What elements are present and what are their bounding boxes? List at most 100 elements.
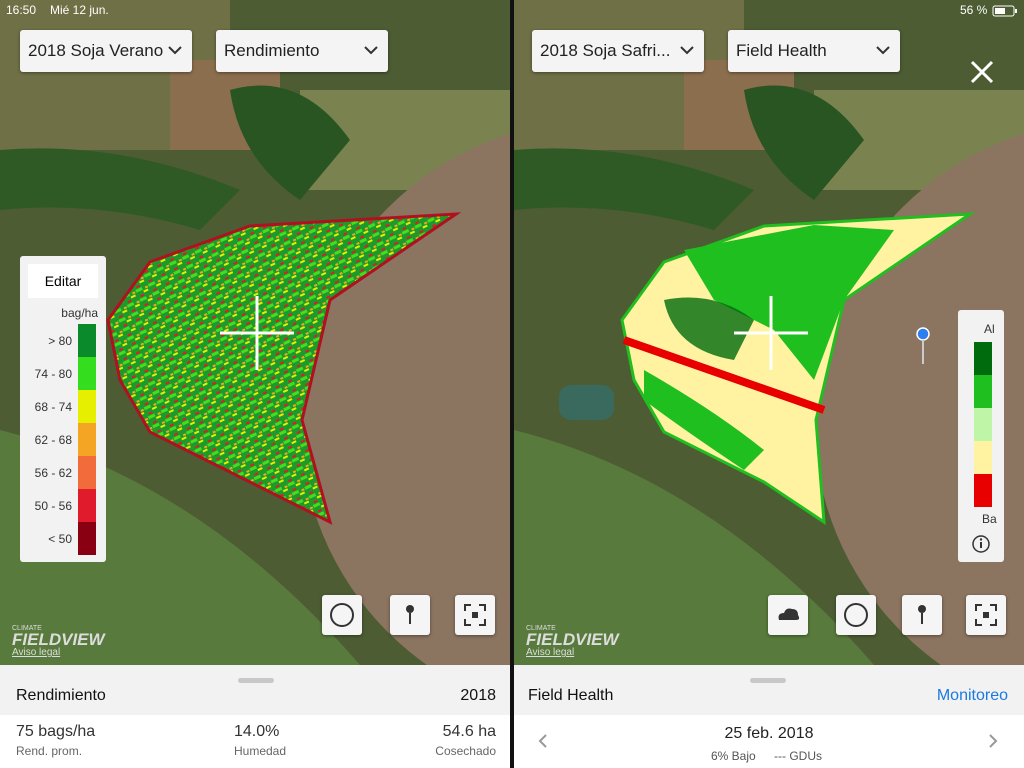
chevron	[680, 46, 694, 55]
legend-swatch	[78, 423, 96, 456]
lasso-button[interactable]	[836, 595, 876, 635]
legend-row: 74 - 80	[20, 357, 106, 390]
cloud-button[interactable]	[768, 595, 808, 635]
season-dropdown[interactable]: 2018 Soja Safri...	[532, 30, 704, 72]
legend-row: > 80	[20, 324, 106, 357]
brand-small: CLIMATE	[12, 625, 42, 632]
monitor-link[interactable]: Monitoreo	[936, 687, 1008, 704]
right-map	[514, 0, 1024, 665]
legend-bottom: Ba	[982, 512, 997, 526]
sheet-year: 2018	[460, 687, 496, 704]
chevron	[168, 46, 182, 55]
legend-swatch	[78, 522, 96, 555]
legend-row: 56 - 62	[20, 456, 106, 489]
divider	[510, 0, 514, 768]
chevron	[364, 46, 378, 55]
layer-label: Field Health	[736, 41, 827, 60]
info-button[interactable]	[971, 534, 991, 554]
layer-dropdown[interactable]: Field Health	[728, 30, 900, 72]
cloud-icon	[778, 608, 800, 620]
legend-swatch	[974, 441, 992, 474]
drag-handle[interactable]	[238, 678, 274, 683]
layer-label: Rendimiento	[224, 41, 320, 60]
pin-button[interactable]	[390, 595, 430, 635]
legend-label: < 50	[48, 532, 72, 546]
legend-swatch	[78, 324, 96, 357]
left-panel: 2018 Soja Verano Rendimiento Editar bag/…	[0, 0, 510, 768]
legend-row: 68 - 74	[20, 390, 106, 423]
legend-label: 68 - 74	[34, 400, 72, 414]
date-label: 25 feb. 2018	[724, 725, 814, 742]
stat: 75 bags/ha Rend. prom.	[16, 723, 95, 758]
stat-value: 75 bags/ha	[16, 723, 96, 740]
status-battery: 56 %	[960, 3, 988, 17]
sheet-header: Field Health Monitoreo	[514, 665, 1024, 715]
legend-row: < 50	[20, 522, 106, 555]
legend-top: Al	[984, 322, 995, 336]
fullscreen-button[interactable]	[966, 595, 1006, 635]
pin-icon	[918, 605, 926, 624]
stat-label: Humedad	[234, 744, 287, 758]
brand-big: FIELDVIEW	[12, 630, 105, 649]
edit-button[interactable]: Editar	[28, 264, 98, 298]
stat-value: 54.6 ha	[442, 723, 496, 740]
legend-label: 50 - 56	[34, 499, 72, 513]
legend-swatch	[78, 456, 96, 489]
legend-label: 56 - 62	[34, 466, 72, 480]
health-legend: Al Ba	[958, 310, 1004, 562]
status-time: 16:50	[6, 3, 37, 17]
lasso-button[interactable]	[322, 595, 362, 635]
legend-swatch	[78, 489, 96, 522]
fullscreen-icon	[975, 604, 997, 626]
season-label: 2018 Soja Safri...	[540, 41, 671, 60]
next-arrow[interactable]	[986, 733, 1000, 749]
stat: 14.0% Humedad	[234, 723, 286, 758]
legend-label: 74 - 80	[34, 367, 72, 381]
bottom-sheet: Field Health Monitoreo 25 feb. 2018 6% B…	[514, 665, 1024, 768]
legend-row: 50 - 56	[20, 489, 106, 522]
legend-label: > 80	[48, 334, 72, 348]
sheet-title: Rendimiento	[16, 687, 106, 704]
legend-swatch	[78, 390, 96, 423]
lasso-icon	[844, 603, 868, 627]
pin-button[interactable]	[902, 595, 942, 635]
legend-colors	[974, 342, 992, 507]
season-label: 2018 Soja Verano	[28, 41, 164, 60]
fullscreen-icon	[464, 604, 486, 626]
legend-unit: bag/ha	[61, 306, 98, 320]
legend-swatch	[974, 474, 992, 507]
legend-label: 62 - 68	[34, 433, 72, 447]
brand-big: FIELDVIEW	[526, 630, 619, 649]
stat-value: 14.0%	[234, 723, 280, 740]
chevron	[876, 46, 890, 55]
legal-link[interactable]: Aviso legal	[12, 647, 61, 658]
layer-dropdown[interactable]: Rendimiento	[216, 30, 388, 72]
fullscreen-button[interactable]	[455, 595, 495, 635]
legend-swatch	[974, 408, 992, 441]
lasso-icon	[330, 603, 354, 627]
sheet-header: Rendimiento 2018	[0, 665, 510, 715]
legal-link[interactable]: Aviso legal	[526, 647, 575, 658]
legend-swatch	[974, 342, 992, 375]
brand: CLIMATE FIELDVIEW Aviso legal	[12, 625, 105, 658]
stat-label: Cosechado	[435, 744, 496, 758]
brand: CLIMATE FIELDVIEW Aviso legal	[526, 625, 619, 658]
bottom-sheet: Rendimiento 2018 75 bags/ha Rend. prom. 14…	[0, 665, 510, 768]
legend-swatch	[974, 375, 992, 408]
battery-icon	[992, 5, 1017, 17]
season-dropdown[interactable]: 2018 Soja Verano	[20, 30, 192, 72]
status-date: Mié 12 jun.	[50, 3, 109, 17]
drag-handle[interactable]	[750, 678, 786, 683]
yield-legend: Editar bag/ha > 80 74 - 80 68 - 74 62 - 68 5…	[20, 256, 106, 562]
prev-arrow[interactable]	[536, 733, 550, 749]
gdus-label: --- GDUs	[774, 749, 822, 763]
legend-swatch	[78, 357, 96, 390]
brand-small: CLIMATE	[526, 625, 556, 632]
low-label: 6% Bajo	[711, 749, 756, 763]
right-panel: 2018 Soja Safri... Field Health Al Ba CL…	[514, 0, 1024, 768]
legend-items: > 80 74 - 80 68 - 74 62 - 68 56 - 62 50 - 56 <…	[20, 324, 106, 555]
pin-icon	[406, 605, 414, 624]
sheet-title: Field Health	[528, 687, 614, 704]
stat-label: Rend. prom.	[16, 744, 83, 758]
